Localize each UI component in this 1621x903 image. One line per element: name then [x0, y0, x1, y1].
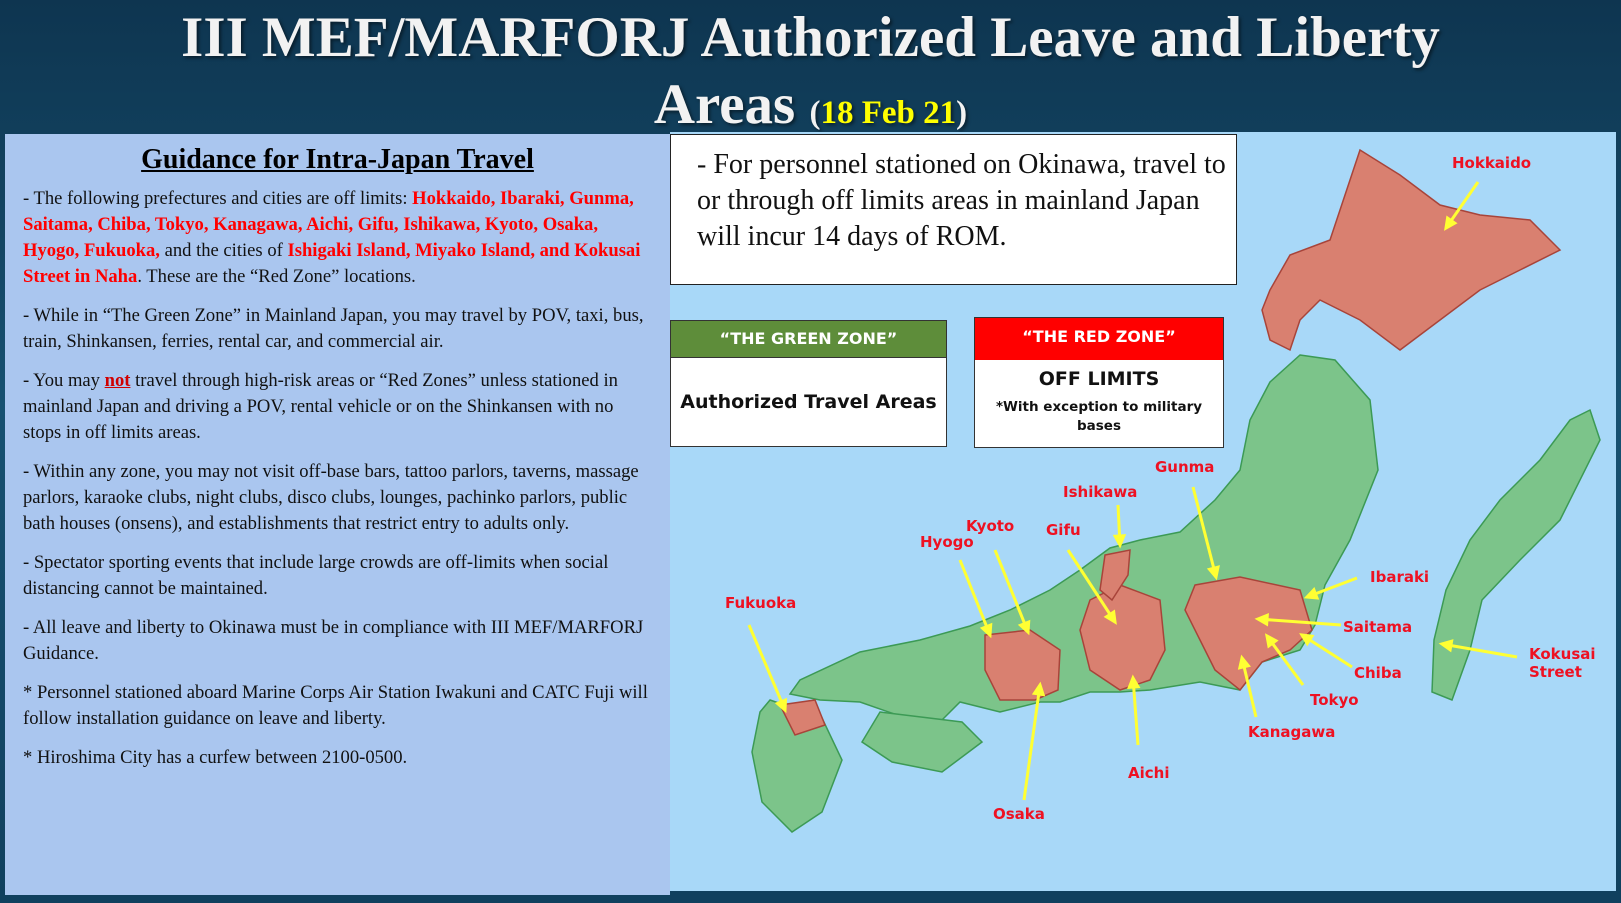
- guidance-heading: Guidance for Intra-Japan Travel: [141, 144, 534, 175]
- arrowhead-gunma: [1206, 565, 1220, 581]
- map-label-hokkaido: Hokkaido: [1452, 154, 1532, 172]
- arrowhead-fukuoka: [774, 697, 788, 714]
- red-kanto: [1184, 576, 1313, 692]
- map-label-saitama: Saitama: [1343, 618, 1413, 636]
- map-label-kyoto: Kyoto: [966, 517, 1015, 535]
- arrow-gifu: [1066, 549, 1117, 623]
- arrowhead-aichi: [1127, 674, 1141, 689]
- arrow-fukuoka: [747, 624, 787, 711]
- shikoku-landmass: [860, 711, 984, 773]
- text: . These are the “Red Zone” locations.: [137, 266, 416, 287]
- arrowhead-tokyo: [1264, 633, 1279, 649]
- arrow-osaka: [1022, 684, 1042, 801]
- guidance-iwakuni: * Personnel stationed aboard Marine Corp…: [23, 682, 648, 729]
- red-zone-legend: “THE RED ZONE” OFF LIMITS *With exceptio…: [974, 317, 1224, 448]
- arrow-saitama: [1257, 617, 1342, 627]
- arrowhead-ibaraki: [1303, 586, 1320, 600]
- green-zone-body: Authorized Travel Areas: [680, 391, 937, 413]
- arrowhead-hyogo: [979, 622, 993, 639]
- text: travel through high-risk areas or “Red Z…: [23, 370, 618, 443]
- map-label-aichi: Aichi: [1128, 764, 1170, 782]
- arrowhead-saitama: [1254, 613, 1269, 627]
- guidance-red-zone-travel: - You may not travel through high-risk a…: [23, 368, 652, 446]
- green-zone-legend: “THE GREEN ZONE” Authorized Travel Areas: [670, 320, 947, 447]
- slide-title-line2: Areas (18 Feb 21): [653, 73, 968, 136]
- okinawa-rom-note: - For personnel stationed on Okinawa, tr…: [670, 134, 1237, 285]
- slide-title: III MEF/MARFORJ Authorized Leave and Lib…: [181, 6, 1440, 69]
- arrowhead-gifu: [1103, 609, 1117, 625]
- map-label-ishikawa: Ishikawa: [1063, 483, 1138, 501]
- slide-date: 18 Feb 21: [820, 95, 957, 131]
- red-prefectures: Hokkaido, Ibaraki, Gunma, Saitama, Chiba…: [23, 188, 634, 261]
- arrowhead-hokkaido: [1444, 215, 1458, 231]
- title-areas: Areas: [653, 73, 796, 136]
- map-drawing: [747, 148, 1601, 833]
- red-aichi-gifu: [1079, 584, 1166, 691]
- map-label-tokyo: Tokyo: [1310, 691, 1359, 709]
- guidance-sporting-events: - Spectator sporting events that include…: [23, 552, 609, 599]
- text: - You may: [23, 370, 105, 391]
- map-label-kokusai-street: Kokusai Street: [1529, 645, 1596, 681]
- red-kansai: [984, 629, 1061, 701]
- red-zone-body: OFF LIMITS: [1038, 368, 1160, 390]
- arrowhead-kyoto: [1017, 619, 1031, 636]
- red-zone-header: “THE RED ZONE”: [975, 318, 1223, 360]
- map-label-ibaraki: Ibaraki: [1370, 568, 1430, 586]
- text: - The following prefectures and cities a…: [23, 188, 413, 209]
- guidance-off-limits: - The following prefectures and cities a…: [23, 186, 652, 290]
- text: and the cities of: [159, 240, 288, 261]
- map-label-fukuoka: Fukuoka: [725, 594, 797, 612]
- guidance-hiroshima: * Hiroshima City has a curfew between 21…: [23, 747, 408, 768]
- guidance-okinawa: - All leave and liberty to Okinawa must …: [23, 617, 644, 664]
- arrow-gunma: [1191, 486, 1218, 578]
- guidance-panel: Guidance for Intra-Japan Travel - The fo…: [5, 134, 670, 895]
- arrow-kokusai-street: [1441, 642, 1518, 659]
- arrow-aichi: [1131, 677, 1140, 746]
- arrowhead-chiba: [1299, 633, 1315, 647]
- map-label-gifu: Gifu: [1046, 521, 1081, 539]
- arrow-kyoto: [993, 549, 1030, 633]
- map-label-hyogo: Hyogo: [920, 533, 974, 551]
- kyushu-landmass: [751, 699, 843, 833]
- map-label-gunma: Gunma: [1155, 458, 1215, 476]
- red-zone-note: *With exception to military bases: [995, 399, 1203, 434]
- arrowhead-osaka: [1031, 681, 1046, 697]
- arrow-hyogo: [958, 559, 992, 636]
- guidance-green-zone: - While in “The Green Zone” in Mainland …: [23, 305, 644, 352]
- green-zone-header: “THE GREEN ZONE”: [671, 321, 946, 358]
- red-cities: Ishigaki Island, Miyako Island, and Koku…: [23, 240, 641, 287]
- arrowhead-kokusai-street: [1438, 639, 1454, 653]
- map-label-osaka: Osaka: [993, 805, 1045, 823]
- not-emphasis: not: [104, 370, 131, 391]
- arrowhead-kanagawa: [1237, 654, 1251, 670]
- guidance-establishments: - Within any zone, you may not visit off…: [23, 461, 639, 534]
- map-label-kanagawa: Kanagawa: [1248, 723, 1336, 741]
- okinawa-landmass: [1431, 408, 1601, 701]
- red-ishikawa: [1099, 549, 1131, 602]
- arrowhead-ishikawa: [1112, 534, 1127, 549]
- map-label-chiba: Chiba: [1354, 664, 1402, 682]
- red-fukuoka: [778, 699, 826, 736]
- red-hokkaido: [1261, 148, 1562, 352]
